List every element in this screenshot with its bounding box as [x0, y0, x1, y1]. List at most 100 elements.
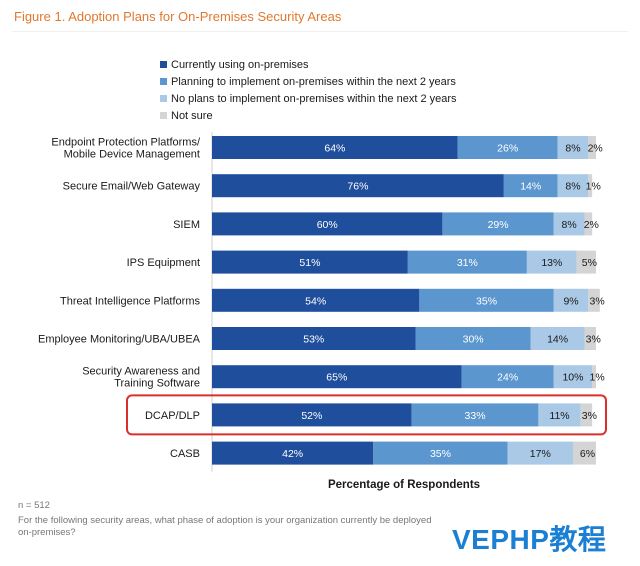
bar-segment	[572, 441, 596, 465]
figure-title: Figure 1. Adoption Plans for On-Premises…	[14, 9, 342, 24]
category-label: Training Software	[114, 378, 200, 390]
category-label: CASB	[170, 448, 200, 460]
bar-segment	[212, 441, 374, 465]
x-axis-title: Percentage of Respondents	[328, 479, 480, 491]
legend-item: No plans to implement on-premises within…	[160, 90, 457, 107]
legend-label: Currently using on-premises	[171, 58, 309, 71]
bar-segment	[584, 327, 596, 350]
data-label: 14%	[547, 334, 568, 346]
bar-segment	[419, 288, 554, 312]
data-label: 54%	[305, 295, 326, 307]
data-label: 30%	[463, 334, 484, 346]
data-label: 64%	[324, 143, 345, 155]
title-divider	[12, 31, 628, 32]
category-label: Security Awareness and	[82, 366, 200, 378]
legend-label: Planning to implement on-premises within…	[171, 75, 456, 88]
data-label: 3%	[586, 334, 601, 346]
bar-segment	[553, 288, 589, 312]
category-label: Mobile Device Management	[64, 149, 200, 161]
data-label: 1%	[589, 372, 604, 384]
bar-segment	[212, 212, 443, 236]
bar-segment	[557, 174, 589, 198]
bar-segment	[212, 365, 462, 389]
data-label: 5%	[582, 257, 597, 269]
data-label: 3%	[582, 410, 597, 422]
data-label: 17%	[530, 448, 551, 460]
bar-segment	[373, 441, 508, 465]
category-label: Threat Intelligence Platforms	[60, 295, 201, 307]
category-label: Employee Monitoring/UBA/UBEA	[38, 334, 201, 346]
data-label: 51%	[299, 257, 320, 269]
data-label: 13%	[541, 257, 562, 269]
chart-legend: Currently using on-premises Planning to i…	[160, 56, 457, 124]
data-label: 24%	[497, 372, 518, 384]
survey-question-note: For the following security areas, what p…	[18, 515, 432, 538]
data-label: 26%	[497, 143, 518, 155]
bar-segment	[588, 136, 596, 159]
data-label: 14%	[520, 181, 541, 193]
bar-segment	[588, 174, 593, 198]
data-label: 52%	[301, 410, 322, 422]
bar-segment	[503, 174, 558, 198]
bar-segment	[212, 288, 420, 312]
data-label: 35%	[476, 295, 497, 307]
bar-segment	[442, 212, 554, 236]
legend-swatch	[160, 95, 167, 102]
bar-segment	[592, 365, 596, 389]
bar-segment	[411, 403, 539, 427]
sample-size-note: n = 512	[18, 500, 50, 511]
bar-segment	[212, 403, 412, 427]
bar-segment	[507, 441, 573, 465]
bar-segment	[212, 327, 416, 350]
bar-segment	[538, 403, 581, 427]
legend-swatch	[160, 61, 167, 68]
legend-label: Not sure	[171, 109, 213, 122]
bar-segment	[580, 403, 593, 427]
bar-segment	[584, 212, 593, 236]
data-label: 8%	[565, 143, 580, 155]
bar-segment	[557, 136, 589, 159]
data-label: 76%	[347, 181, 368, 193]
data-label: 53%	[303, 334, 324, 346]
data-label: 1%	[586, 181, 601, 193]
data-label: 3%	[589, 295, 604, 307]
legend-item: Planning to implement on-premises within…	[160, 73, 457, 90]
data-label: 6%	[580, 448, 595, 460]
data-label: 31%	[457, 257, 478, 269]
bar-segment	[461, 365, 554, 389]
stacked-bar-chart: Endpoint Protection Platforms/Mobile Dev…	[38, 132, 607, 491]
highlight-box	[126, 394, 607, 436]
data-label: 35%	[430, 448, 451, 460]
data-label: 10%	[562, 372, 583, 384]
legend-item: Not sure	[160, 107, 457, 124]
data-label: 42%	[282, 448, 303, 460]
legend-item: Currently using on-premises	[160, 56, 457, 73]
watermark-text: VEPHP教程	[452, 524, 607, 555]
bar-segment	[526, 250, 577, 274]
data-label: 60%	[317, 219, 338, 231]
bar-segment	[553, 212, 585, 236]
legend-swatch	[160, 112, 167, 119]
bar-segment	[530, 327, 585, 350]
legend-label: No plans to implement on-premises within…	[171, 92, 457, 105]
bar-segment	[576, 250, 596, 274]
bar-segment	[415, 327, 531, 350]
category-label: Endpoint Protection Platforms/	[51, 137, 201, 149]
bar-segment	[212, 174, 504, 198]
data-label: 9%	[563, 295, 578, 307]
data-label: 29%	[488, 219, 509, 231]
data-label: 65%	[326, 372, 347, 384]
category-label: Secure Email/Web Gateway	[63, 181, 201, 193]
legend-swatch	[160, 78, 167, 85]
category-label: DCAP/DLP	[145, 410, 200, 422]
data-label: 8%	[565, 181, 580, 193]
data-label: 33%	[465, 410, 486, 422]
bar-segment	[212, 250, 408, 274]
bar-segment	[407, 250, 527, 274]
bar-segment	[553, 365, 593, 389]
data-label: 8%	[562, 219, 577, 231]
data-label: 2%	[588, 143, 603, 155]
data-label: 11%	[549, 410, 569, 422]
bar-segment	[457, 136, 558, 159]
data-label: 2%	[584, 219, 599, 231]
